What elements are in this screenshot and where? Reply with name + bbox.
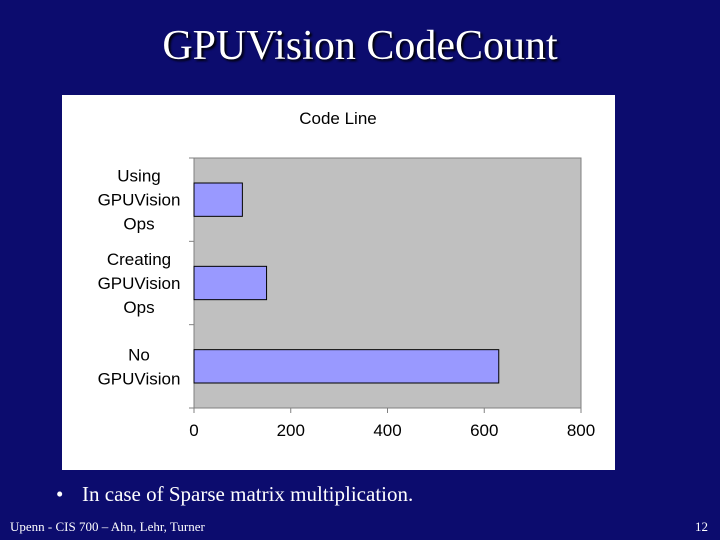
category-label: Creating GPUVision Ops [98,250,181,317]
category-label: Using GPUVision Ops [98,167,181,234]
category-label-line: GPUVision [98,274,181,293]
category-label-line: Creating [107,250,171,269]
x-tick-label: 0 [189,421,198,440]
category-label: No GPUVision [98,345,181,388]
x-tick-label: 200 [277,421,305,440]
category-label-line: No [128,345,150,364]
category-label-line: GPUVision [98,369,181,388]
category-label-line: Using [117,167,160,186]
chart-title: Code Line [299,109,377,128]
bar-using-gpuvision-ops [193,182,243,217]
slide-title: GPUVision CodeCount [162,23,558,69]
category-label-line: Ops [123,298,154,317]
bullet-text: In case of Sparse matrix multiplication. [82,482,414,506]
category-label-line: GPUVision [98,191,181,210]
x-tick-label: 600 [470,421,498,440]
bar-no-gpuvision [193,349,500,384]
x-tick-label: 400 [373,421,401,440]
page-number: 12 [695,519,708,534]
footer-credit: Upenn - CIS 700 – Ahn, Lehr, Turner [10,519,205,534]
bar-chart: Code Line Using GPUVision Ops Creating GPUVi… [98,109,596,440]
bar-creating-gpuvision-ops [193,265,268,301]
category-label-line: Ops [123,215,154,234]
x-tick-label: 800 [567,421,595,440]
chart-panel: Code Line Using GPUVision Ops Creating GPUVi… [62,95,615,470]
bullet-item: • In case of Sparse matrix multiplication… [56,481,413,507]
bullet-marker: • [56,482,64,506]
